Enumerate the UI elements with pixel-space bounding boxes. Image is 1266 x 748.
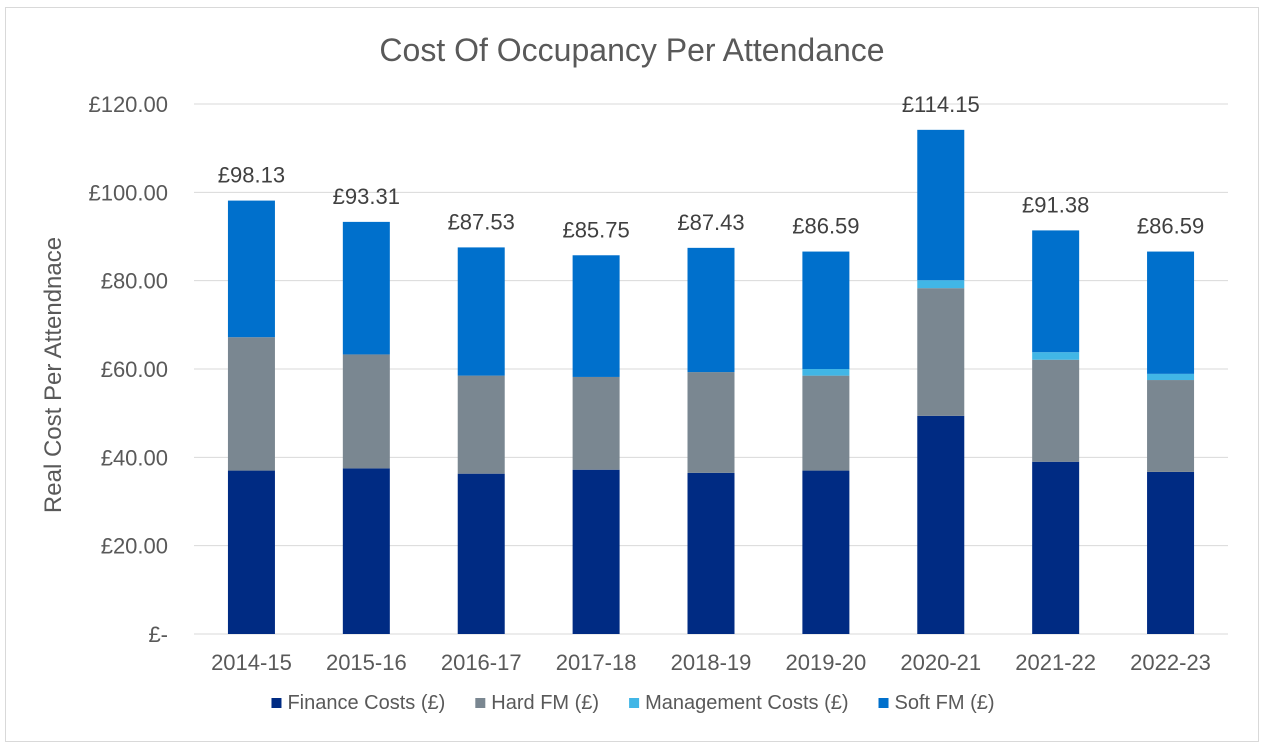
bar-segment-1-4 — [687, 372, 735, 473]
bar-segment-0-2 — [457, 473, 505, 634]
legend-item-label: Soft FM (£) — [895, 692, 995, 714]
y-tick-label: £20.00 — [101, 534, 168, 559]
bar-segment-0-3 — [572, 469, 620, 634]
legend-swatch — [629, 698, 640, 708]
bar-segment-3-0 — [227, 200, 275, 338]
bar-segment-1-8 — [1147, 380, 1195, 472]
total-labels: £98.13 £93.31 £87.53 £85.75 £87.43 £86.59 £114… — [218, 92, 1204, 242]
y-tick-label: £40.00 — [101, 445, 168, 470]
bar-segment-3-2 — [457, 247, 505, 376]
bar-segment-3-6 — [917, 129, 965, 281]
bar-segment-1-3 — [572, 376, 620, 470]
legend-swatch — [878, 698, 889, 708]
bar-segment-3-4 — [687, 247, 735, 373]
bar-segment-1-0 — [227, 337, 275, 471]
chart-title: Cost Of Occupancy Per Attendance — [379, 32, 884, 68]
legend-swatch — [475, 698, 486, 708]
x-tick-label: 2016-17 — [441, 650, 522, 675]
bar-segment-3-3 — [572, 255, 620, 377]
bar-segment-1-7 — [1032, 359, 1080, 462]
y-tick-label: £60.00 — [101, 357, 168, 382]
bar-segment-0-4 — [687, 472, 735, 634]
x-tick-label: 2017-18 — [556, 650, 637, 675]
bar-segment-3-8 — [1147, 251, 1195, 374]
total-label: £93.31 — [333, 184, 400, 209]
bar-segment-0-0 — [227, 470, 275, 634]
total-label: £87.53 — [448, 209, 515, 234]
y-tick-label: £120.00 — [88, 92, 168, 117]
x-tick-label: 2015-16 — [326, 650, 407, 675]
x-tick-label: 2020-21 — [900, 650, 981, 675]
x-axis-ticks: 2014-15 2015-16 2016-17 2017-18 2018-19 2019-… — [211, 650, 1211, 675]
total-label: £114.15 — [902, 92, 980, 117]
bar-segment-3-1 — [342, 221, 390, 355]
bar-segment-2-8 — [1147, 373, 1195, 381]
legend: Finance Costs (£) Hard FM (£) Management C… — [271, 692, 995, 714]
total-label: £91.38 — [1022, 192, 1089, 217]
x-tick-label: 2021-22 — [1015, 650, 1096, 675]
y-tick-label: £100.00 — [88, 180, 168, 205]
bar-segment-1-1 — [342, 354, 390, 469]
legend-item-label: Hard FM (£) — [491, 692, 599, 714]
bar-segment-1-2 — [457, 375, 505, 474]
x-tick-label: 2014-15 — [211, 650, 292, 675]
bar-segment-1-6 — [917, 288, 965, 416]
legend-item-label: Finance Costs (£) — [287, 692, 445, 714]
x-tick-label: 2022-23 — [1130, 650, 1211, 675]
bar-segment-0-1 — [342, 468, 390, 634]
bar-segment-2-5 — [802, 369, 850, 376]
total-label: £86.59 — [1137, 214, 1204, 239]
y-axis-label: Real Cost Per Attendnace — [40, 237, 67, 513]
bar-segment-0-6 — [917, 415, 965, 634]
legend-swatch — [271, 698, 282, 708]
bar-segment-0-8 — [1147, 471, 1195, 634]
x-tick-label: 2019-20 — [786, 650, 867, 675]
y-tick-label: £- — [148, 622, 168, 647]
y-tick-label: £80.00 — [101, 269, 168, 294]
bar-segment-1-5 — [802, 375, 850, 471]
x-tick-label: 2018-19 — [671, 650, 752, 675]
y-axis-ticks: £- £20.00 £40.00 £60.00 £80.00 £100.00 £120.00 — [88, 92, 168, 647]
bar-segment-2-6 — [917, 280, 965, 289]
total-label: £87.43 — [677, 210, 744, 235]
bar-segment-0-7 — [1032, 461, 1080, 634]
total-label: £86.59 — [792, 214, 859, 239]
chart-frame: Cost Of Occupancy Per Attendance Real Co… — [5, 7, 1259, 742]
total-label: £98.13 — [218, 163, 285, 188]
total-label: £85.75 — [562, 217, 629, 242]
bar-segment-3-7 — [1032, 230, 1080, 353]
bar-segment-2-7 — [1032, 352, 1080, 360]
bar-segment-0-5 — [802, 470, 850, 634]
legend-item-label: Management Costs (£) — [645, 692, 848, 714]
bars — [227, 129, 1195, 634]
stacked-bar-chart: Cost Of Occupancy Per Attendance Real Co… — [40, 32, 1228, 714]
bar-segment-3-5 — [802, 251, 850, 369]
